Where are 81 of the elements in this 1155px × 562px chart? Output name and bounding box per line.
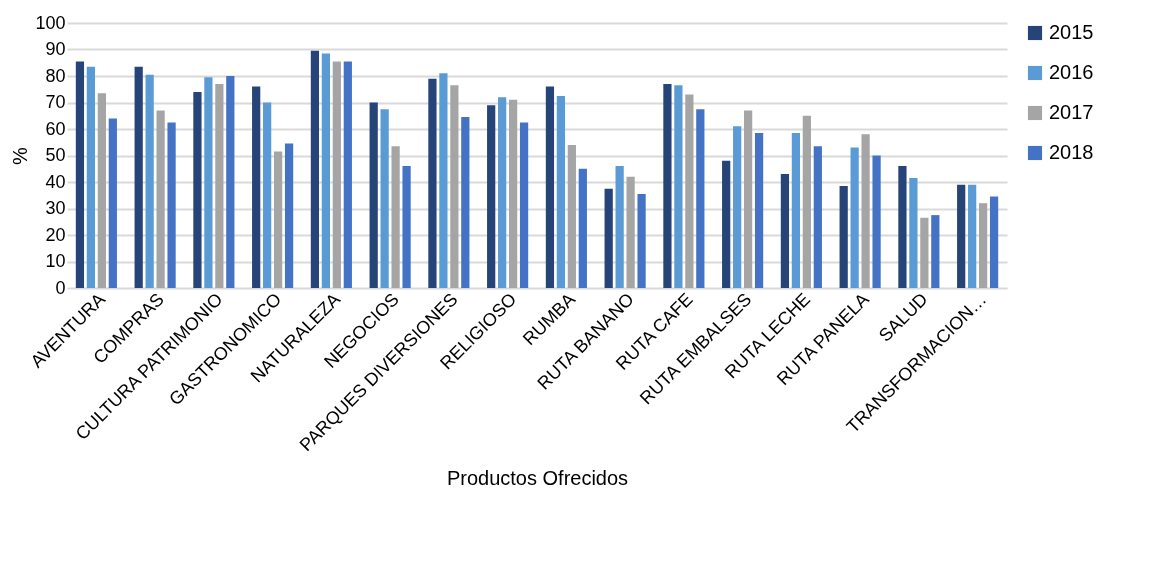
bar bbox=[626, 176, 635, 288]
y-tick-label: 100 bbox=[35, 12, 66, 33]
bar bbox=[498, 97, 507, 288]
bar bbox=[637, 193, 646, 288]
bar bbox=[744, 110, 753, 288]
bar bbox=[450, 85, 459, 288]
bar bbox=[97, 93, 106, 288]
bar bbox=[780, 174, 790, 288]
bar bbox=[461, 117, 470, 288]
bar bbox=[369, 102, 378, 288]
y-tick-label: 0 bbox=[55, 277, 66, 298]
bar bbox=[391, 146, 400, 288]
bar bbox=[145, 74, 154, 288]
bar bbox=[989, 196, 999, 288]
bar bbox=[156, 110, 165, 288]
bar bbox=[428, 78, 437, 288]
legend-label: 2015 bbox=[1049, 21, 1094, 43]
y-tick-label: 40 bbox=[45, 171, 66, 192]
bar bbox=[204, 77, 213, 288]
bar bbox=[802, 115, 811, 288]
bar bbox=[310, 50, 320, 288]
bar bbox=[274, 151, 283, 288]
bar bbox=[931, 215, 940, 288]
bar bbox=[872, 155, 881, 288]
y-axis-title: % bbox=[9, 146, 32, 165]
bar bbox=[509, 99, 518, 288]
legend-label: 2016 bbox=[1049, 61, 1094, 83]
bar bbox=[861, 134, 870, 288]
y-tick-label: 70 bbox=[45, 92, 66, 112]
y-tick-label: 50 bbox=[45, 145, 66, 165]
x-axis-title: Productos Ofrecidos bbox=[446, 467, 629, 490]
bar bbox=[909, 178, 918, 288]
legend-label: 2018 bbox=[1049, 141, 1094, 163]
bar bbox=[578, 168, 587, 288]
bar bbox=[215, 83, 224, 288]
bar bbox=[343, 61, 352, 288]
bar bbox=[380, 109, 389, 288]
bar bbox=[108, 118, 117, 288]
bar bbox=[567, 144, 576, 288]
y-tick-label: 10 bbox=[45, 251, 66, 271]
bar bbox=[321, 53, 330, 288]
y-tick-label: 60 bbox=[45, 118, 66, 139]
bar bbox=[402, 166, 411, 288]
bar bbox=[898, 166, 907, 288]
bar bbox=[556, 95, 565, 288]
bar bbox=[754, 132, 764, 288]
bar bbox=[920, 217, 929, 288]
bar bbox=[968, 184, 977, 288]
y-tick-label: 30 bbox=[45, 198, 66, 218]
bar bbox=[519, 122, 529, 288]
bar bbox=[813, 146, 822, 288]
bar bbox=[604, 188, 613, 288]
bar bbox=[696, 109, 705, 288]
bar bbox=[252, 86, 261, 288]
bar bbox=[733, 126, 742, 288]
bar bbox=[167, 122, 176, 288]
y-tick-label: 20 bbox=[45, 224, 66, 245]
y-tick-label: 80 bbox=[45, 65, 66, 86]
bar bbox=[284, 143, 294, 288]
bar bbox=[226, 76, 235, 288]
bar bbox=[791, 132, 800, 288]
bar bbox=[439, 73, 448, 288]
bar bbox=[545, 86, 555, 288]
bar bbox=[615, 166, 624, 288]
bar bbox=[263, 102, 272, 288]
bar bbox=[850, 147, 859, 288]
bar bbox=[674, 85, 683, 288]
bar bbox=[134, 66, 143, 288]
bar bbox=[332, 61, 341, 288]
bar bbox=[75, 61, 85, 288]
bar bbox=[957, 184, 966, 288]
bar bbox=[193, 91, 202, 288]
legend-label: 2017 bbox=[1049, 101, 1094, 123]
bar bbox=[86, 66, 95, 288]
y-tick-label: 90 bbox=[45, 39, 66, 59]
bar bbox=[663, 83, 672, 288]
bar bbox=[685, 94, 694, 288]
bar bbox=[487, 105, 496, 288]
bar bbox=[839, 185, 848, 288]
bar bbox=[979, 203, 988, 288]
bar bbox=[722, 160, 731, 288]
